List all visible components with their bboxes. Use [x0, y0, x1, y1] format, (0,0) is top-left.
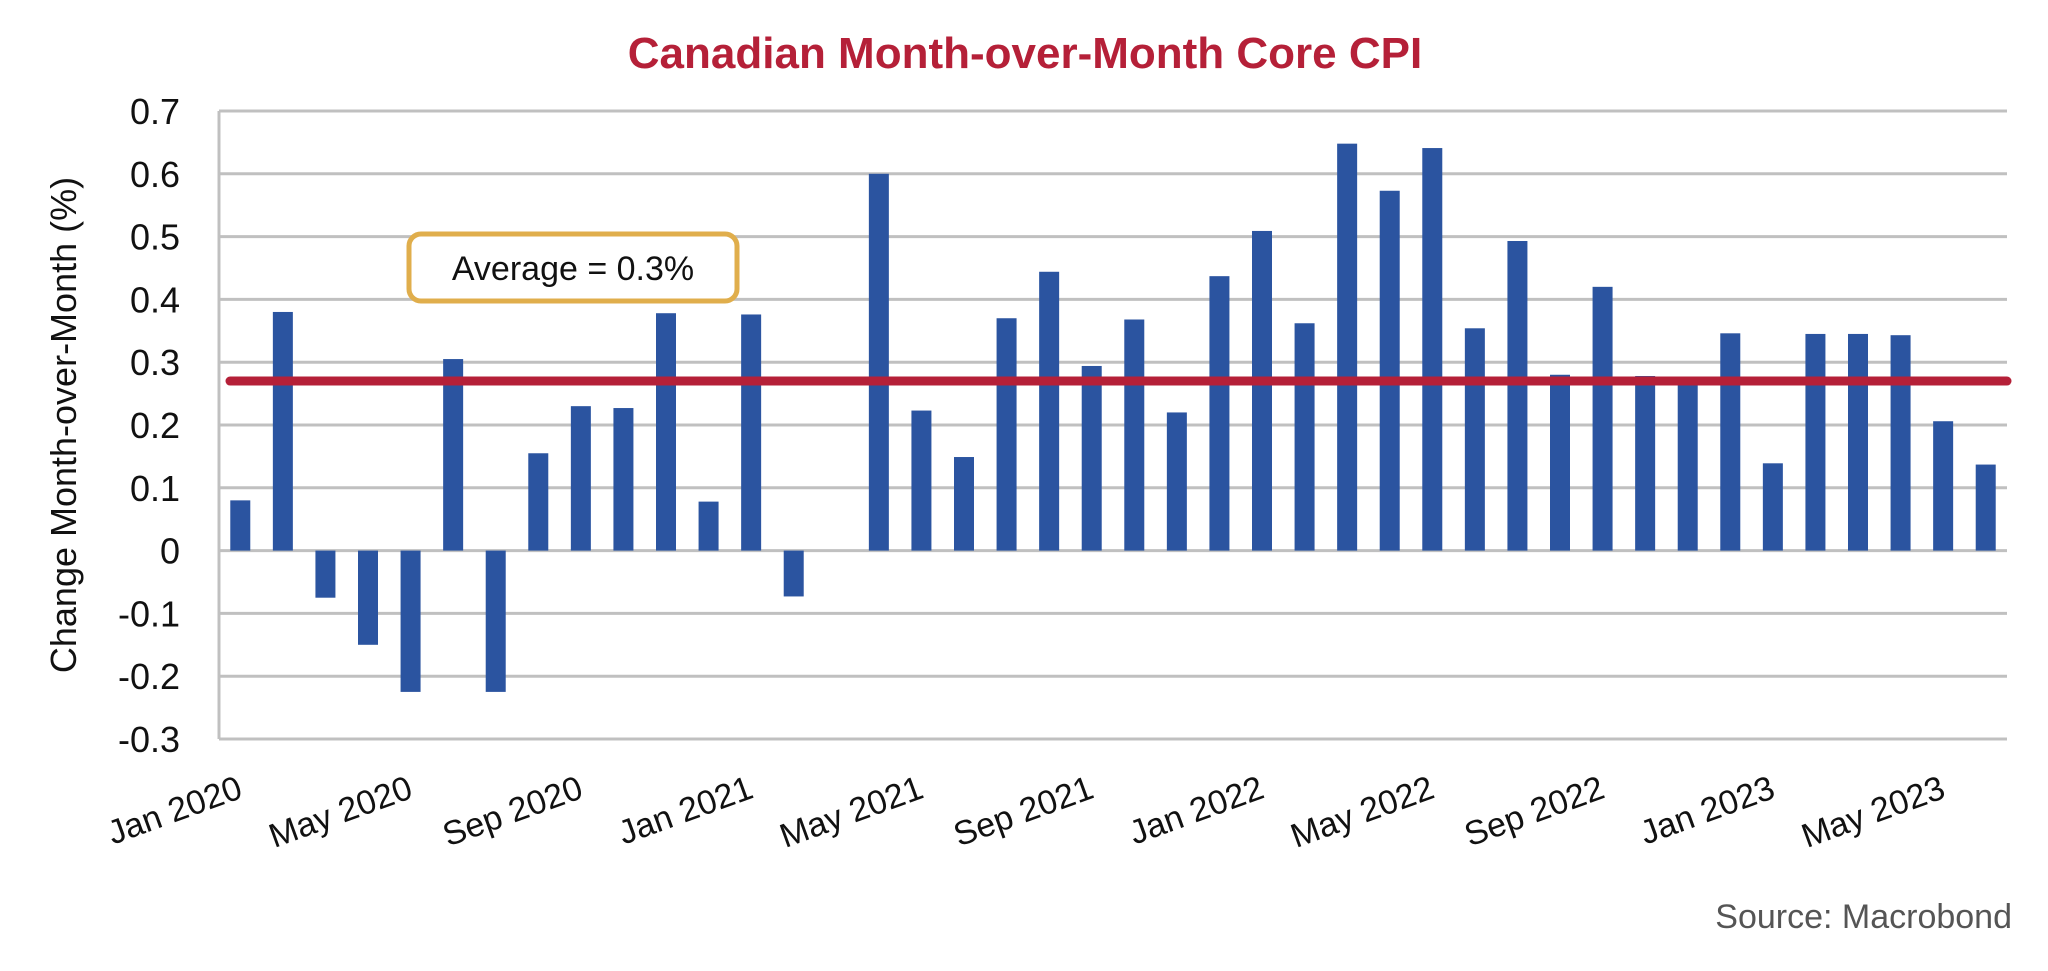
y-tick-label: 0 [160, 531, 180, 572]
bar-dec-2021 [1209, 276, 1230, 551]
chart-title: Canadian Month-over-Month Core CPI [628, 29, 1422, 78]
bar-dec-2022 [1720, 333, 1741, 551]
bar-nov-2020 [656, 313, 676, 551]
y-tick-label: 0.2 [130, 405, 180, 446]
bar-feb-2022 [1294, 323, 1315, 551]
x-tick-label: Sep 2021 [949, 769, 1099, 855]
bar-jun-2022 [1464, 328, 1485, 551]
bar-nov-2022 [1677, 376, 1698, 551]
x-tick-label: Sep 2020 [438, 769, 588, 855]
bar-aug-2021 [1039, 271, 1060, 551]
y-tick-labels: 0.7 0.6 0.5 0.4 0.3 0.2 0.1 0 -0.1 -0.2 -0.3 [118, 91, 180, 760]
y-tick-label: 0.4 [130, 279, 180, 320]
bar-jun-2021 [954, 457, 974, 551]
x-tick-label: Jan 2023 [1635, 769, 1779, 853]
y-tick-label: 0.1 [130, 468, 180, 509]
bar-jun-2023 [1975, 464, 1996, 551]
bar-mar-2022 [1337, 143, 1358, 551]
bar-apr-2022 [1379, 190, 1400, 551]
bar-feb-2020 [272, 311, 293, 551]
y-tick-label: -0.1 [118, 593, 180, 634]
x-tick-label: May 2020 [264, 769, 417, 856]
y-tick-label: -0.2 [118, 656, 180, 697]
annotation-box [406, 231, 740, 304]
bar-jun-2020 [443, 359, 464, 551]
x-tick-label: Sep 2022 [1459, 769, 1609, 855]
annotation-text: Average = 0.3% [452, 250, 694, 288]
bar-nov-2021 [1166, 412, 1187, 551]
y-tick-label: 0.3 [130, 342, 180, 383]
x-tick-label: Jan 2022 [1124, 769, 1268, 853]
y-tick-label: 0.5 [130, 217, 180, 258]
bar-oct-2021 [1124, 319, 1145, 551]
bar-aug-2022 [1550, 374, 1570, 551]
bar-sep-2020 [570, 406, 591, 551]
bars [230, 143, 1996, 692]
bar-apr-2023 [1890, 335, 1911, 551]
bar-oct-2020 [613, 408, 634, 551]
x-tick-label: Jan 2021 [613, 769, 757, 853]
y-axis-title: Change Month-over-Month (%) [43, 177, 84, 673]
bar-mar-2020 [315, 550, 336, 598]
bar-may-2023 [1933, 421, 1954, 551]
source-text: Source: Macrobond [1715, 898, 2012, 936]
bar-may-2022 [1422, 148, 1443, 551]
y-tick-label: 0.7 [130, 91, 180, 132]
bar-oct-2022 [1635, 376, 1656, 551]
bar-may-2020 [400, 550, 421, 692]
bar-jul-2020 [485, 550, 506, 692]
x-tick-label: Jan 2020 [103, 769, 247, 853]
bar-jan-2020 [230, 500, 251, 551]
bar-feb-2023 [1805, 333, 1826, 551]
bar-jan-2021 [741, 314, 762, 551]
bar-feb-2021 [783, 550, 804, 597]
x-tick-label: May 2022 [1286, 769, 1439, 856]
bar-aug-2020 [528, 453, 549, 551]
bar-sep-2021 [1081, 365, 1102, 551]
bar-may-2021 [911, 410, 932, 551]
bar-jan-2022 [1252, 230, 1272, 551]
average-annotation: Average = 0.3% [406, 231, 740, 304]
bar-dec-2020 [698, 501, 719, 551]
bar-apr-2020 [358, 550, 378, 645]
x-tick-labels: Jan 2020 May 2020 Sep 2020 Jan 2021 May 2021… [103, 769, 1950, 856]
x-tick-label: May 2021 [775, 769, 928, 856]
y-tick-label: -0.3 [118, 719, 180, 760]
bar-mar-2023 [1848, 333, 1868, 551]
y-tick-label: 0.6 [130, 154, 180, 195]
bar-jul-2022 [1507, 240, 1528, 551]
bar-jul-2021 [996, 318, 1017, 551]
x-tick-label: May 2023 [1797, 769, 1950, 856]
bar-apr-2021 [868, 173, 889, 551]
bar-sep-2022 [1592, 286, 1613, 551]
bar-jan-2023 [1762, 463, 1783, 551]
